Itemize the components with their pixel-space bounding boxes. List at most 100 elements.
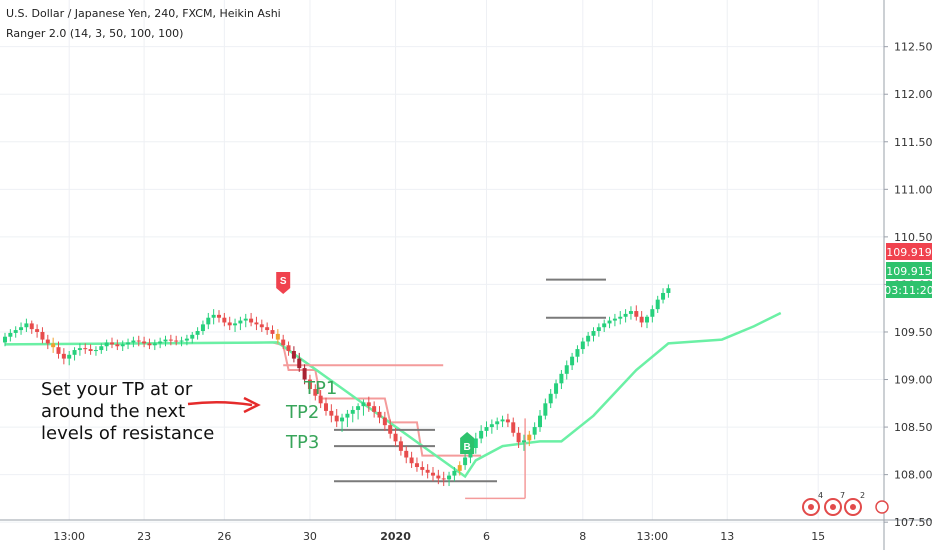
candle[interactable] xyxy=(88,349,93,351)
candle[interactable] xyxy=(211,314,216,318)
candle[interactable] xyxy=(297,358,302,369)
candle[interactable] xyxy=(184,338,189,341)
candle[interactable] xyxy=(8,332,13,337)
candle[interactable] xyxy=(414,463,419,468)
candle[interactable] xyxy=(40,331,45,340)
candle[interactable] xyxy=(586,335,591,342)
candle[interactable] xyxy=(110,342,114,345)
candle[interactable] xyxy=(72,350,77,355)
candle[interactable] xyxy=(270,330,275,334)
candle[interactable] xyxy=(45,339,50,344)
candle[interactable] xyxy=(420,467,425,470)
candle[interactable] xyxy=(447,475,452,480)
candle[interactable] xyxy=(511,422,516,433)
candle[interactable] xyxy=(489,424,494,428)
candle[interactable] xyxy=(591,331,596,336)
candle[interactable] xyxy=(495,421,500,425)
candle[interactable] xyxy=(329,410,334,416)
candle[interactable] xyxy=(356,406,361,410)
candle[interactable] xyxy=(388,425,393,434)
candle[interactable] xyxy=(543,403,548,416)
candle[interactable] xyxy=(452,470,457,476)
candle[interactable] xyxy=(350,409,355,414)
candle[interactable] xyxy=(554,383,559,394)
candle[interactable] xyxy=(650,309,655,317)
candle[interactable] xyxy=(431,472,435,476)
candle[interactable] xyxy=(259,324,264,328)
candle[interactable] xyxy=(473,438,478,448)
candle[interactable] xyxy=(345,413,350,418)
candle[interactable] xyxy=(67,354,72,359)
candle[interactable] xyxy=(324,403,328,411)
candle[interactable] xyxy=(441,478,446,480)
candle[interactable] xyxy=(372,406,377,412)
candle[interactable] xyxy=(602,323,607,328)
candle[interactable] xyxy=(120,344,125,347)
candle[interactable] xyxy=(24,323,29,328)
candle[interactable] xyxy=(639,316,644,323)
candle[interactable] xyxy=(634,311,639,317)
candle[interactable] xyxy=(505,419,510,423)
candle[interactable] xyxy=(645,316,649,323)
buy-marker-icon[interactable] xyxy=(460,432,475,454)
candle[interactable] xyxy=(291,350,296,359)
sell-marker-icon[interactable] xyxy=(276,272,291,294)
candle[interactable] xyxy=(479,430,484,439)
candle[interactable] xyxy=(607,320,612,324)
candle[interactable] xyxy=(281,339,286,346)
candle[interactable] xyxy=(249,318,254,323)
candle[interactable] xyxy=(275,333,280,340)
candle[interactable] xyxy=(340,417,345,422)
candle[interactable] xyxy=(559,373,564,384)
candle[interactable] xyxy=(99,346,104,351)
candle[interactable] xyxy=(217,314,221,318)
candle[interactable] xyxy=(393,433,398,442)
candle[interactable] xyxy=(286,345,291,351)
candle[interactable] xyxy=(334,415,339,422)
candle[interactable] xyxy=(366,402,371,407)
candle[interactable] xyxy=(575,349,580,357)
candle[interactable] xyxy=(35,329,40,332)
candle[interactable] xyxy=(302,368,307,380)
candle[interactable] xyxy=(361,402,366,407)
candle[interactable] xyxy=(243,318,248,321)
candle[interactable] xyxy=(618,316,623,319)
candle[interactable] xyxy=(233,323,238,326)
candle[interactable] xyxy=(521,440,526,443)
candle[interactable] xyxy=(463,457,468,466)
candle[interactable] xyxy=(564,365,569,374)
candle[interactable] xyxy=(3,336,7,343)
candle[interactable] xyxy=(254,322,259,325)
candle[interactable] xyxy=(265,327,270,331)
candle[interactable] xyxy=(227,322,232,326)
candle[interactable] xyxy=(623,313,628,317)
candle[interactable] xyxy=(126,342,131,345)
candle[interactable] xyxy=(195,331,200,335)
candle[interactable] xyxy=(190,334,195,339)
candle[interactable] xyxy=(200,324,205,332)
candle[interactable] xyxy=(527,434,532,441)
candle[interactable] xyxy=(457,465,462,471)
candle[interactable] xyxy=(570,356,575,366)
candle[interactable] xyxy=(661,292,666,300)
candle[interactable] xyxy=(425,469,430,473)
candle[interactable] xyxy=(532,427,537,435)
indicator-label[interactable]: Ranger 2.0 (14, 3, 50, 100, 100) xyxy=(6,27,184,40)
candle[interactable] xyxy=(307,379,312,390)
candle[interactable] xyxy=(377,411,382,418)
candle[interactable] xyxy=(538,415,542,428)
candle[interactable] xyxy=(115,344,120,347)
candle[interactable] xyxy=(174,340,179,342)
candle[interactable] xyxy=(13,330,18,333)
candle[interactable] xyxy=(313,389,318,396)
candle[interactable] xyxy=(51,343,56,348)
candle[interactable] xyxy=(318,395,323,404)
candle[interactable] xyxy=(83,348,88,350)
candle[interactable] xyxy=(500,419,505,422)
candle[interactable] xyxy=(382,417,387,426)
candle[interactable] xyxy=(163,339,168,342)
candle[interactable] xyxy=(596,327,601,332)
event-flag-icon-partial[interactable] xyxy=(875,500,889,514)
candle[interactable] xyxy=(404,450,409,458)
